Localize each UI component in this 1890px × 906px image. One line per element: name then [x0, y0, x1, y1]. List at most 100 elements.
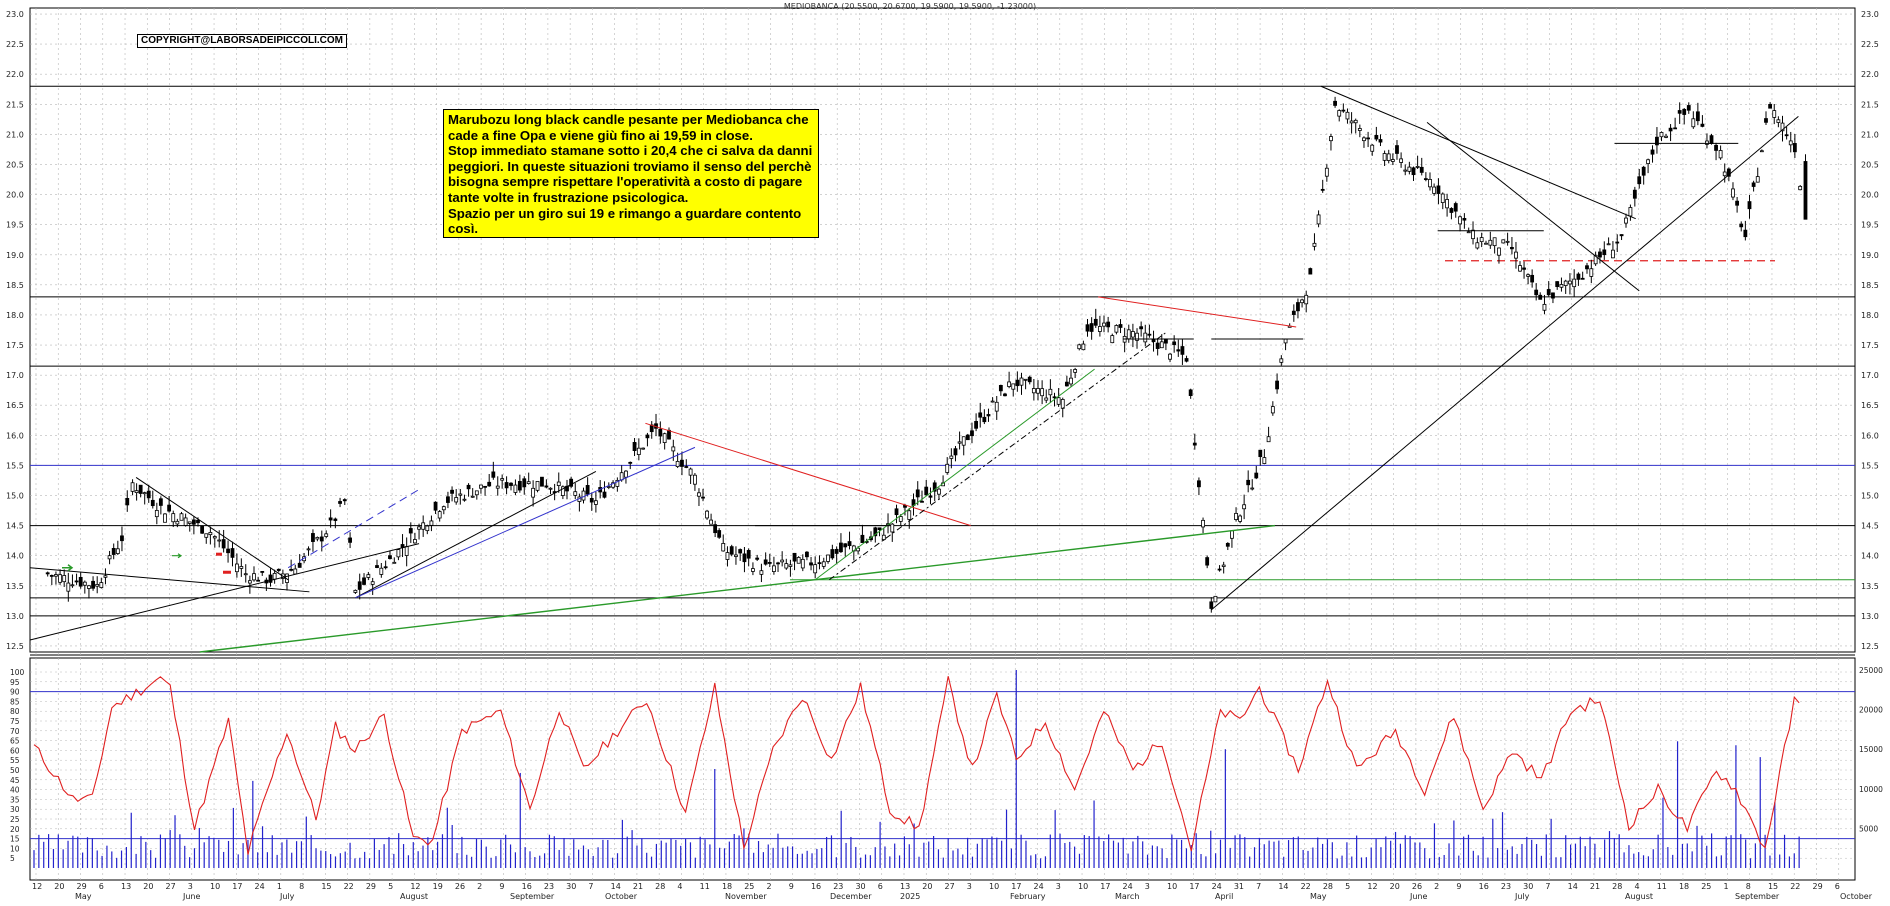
- candle-body: [1126, 329, 1131, 340]
- candle-body: [1542, 303, 1547, 311]
- x-tick-day-label: 2: [477, 882, 482, 891]
- x-tick-month-label: April: [1215, 892, 1233, 901]
- candle-body: [446, 496, 450, 503]
- candle-body: [693, 474, 697, 485]
- candle-body: [953, 448, 958, 456]
- candle-body: [881, 534, 886, 540]
- x-tick-day-label: 31: [1234, 882, 1244, 891]
- x-tick-day-label: 16: [522, 882, 532, 891]
- candle-body: [256, 579, 261, 582]
- osc-y-tick-label: 100: [10, 668, 25, 677]
- candle-body: [713, 524, 718, 534]
- candle-body: [1007, 381, 1012, 387]
- candle-body: [721, 543, 726, 552]
- trendline-black: [29, 543, 420, 641]
- candle-body: [1333, 100, 1337, 106]
- candle-body: [1530, 274, 1535, 283]
- x-tick-day-label: 8: [299, 882, 304, 891]
- x-tick-month-label: June: [1409, 892, 1428, 901]
- candle-body: [856, 547, 861, 552]
- candle-body: [796, 557, 801, 564]
- candle-body: [466, 484, 471, 490]
- trendline-blue: [355, 446, 696, 599]
- candle-body: [1445, 199, 1449, 209]
- candle-body: [937, 488, 941, 495]
- candle-body: [701, 496, 705, 499]
- trendline-green: [814, 368, 1095, 581]
- osc-y-tick-label: 35: [10, 795, 20, 804]
- candle-body: [74, 580, 79, 583]
- candle-body: [1637, 176, 1642, 185]
- x-tick-day-label: 29: [366, 882, 376, 891]
- x-tick-day-label: 10: [1078, 882, 1088, 891]
- candle-body: [1551, 292, 1555, 299]
- x-tick-day-label: 6: [878, 882, 883, 891]
- candle-body: [535, 481, 540, 491]
- y-tick-label-left: 12.5: [6, 642, 24, 651]
- candle-body: [1390, 159, 1395, 162]
- y-tick-label-right: 19.5: [1861, 221, 1879, 230]
- candle-body: [697, 492, 701, 497]
- x-tick-day-label: 16: [1479, 882, 1489, 891]
- x-tick-day-label: 29: [77, 882, 87, 891]
- x-tick-day-label: 24: [255, 882, 265, 891]
- candle-body: [429, 520, 434, 526]
- y-tick-label-left: 20.5: [6, 160, 24, 169]
- candle-body: [1709, 135, 1714, 144]
- candle-body: [348, 537, 352, 543]
- candle-body: [247, 580, 252, 584]
- x-tick-day-label: 1: [277, 882, 282, 891]
- x-tick-day-label: 19: [433, 882, 443, 891]
- candle-body: [817, 562, 822, 565]
- candle-body: [413, 539, 417, 544]
- candle-body: [680, 459, 684, 467]
- candle-body: [1320, 188, 1325, 191]
- y-tick-label-right: 20.0: [1861, 191, 1879, 200]
- candle-body: [945, 463, 950, 473]
- candle-body: [221, 539, 226, 549]
- candle-body: [1589, 268, 1594, 277]
- candle-body: [1714, 144, 1718, 151]
- x-tick-day-label: 12: [1367, 882, 1377, 891]
- candle-body: [1102, 322, 1106, 327]
- candle-body: [191, 519, 196, 525]
- candle-body: [894, 508, 899, 516]
- candle-body: [1275, 380, 1279, 390]
- candle-body: [1270, 406, 1275, 414]
- x-tick-month-label: October: [1840, 892, 1873, 901]
- candle-body: [504, 482, 509, 489]
- candle-body: [1602, 249, 1607, 256]
- x-tick-month-label: September: [510, 892, 555, 901]
- candle-body: [526, 481, 531, 484]
- candle-body: [593, 500, 598, 505]
- candle-body: [1432, 186, 1437, 194]
- volume-y-tick-label: 20000: [1859, 706, 1883, 715]
- x-tick-day-label: 16: [811, 882, 821, 891]
- candle-body: [1234, 512, 1238, 520]
- analysis-note: Marubozu long black candle pesante per M…: [443, 109, 819, 238]
- candle-body: [1089, 323, 1094, 332]
- candle-body: [776, 562, 780, 565]
- green-arrow-icon: [172, 553, 183, 559]
- candle-body: [150, 499, 155, 507]
- candle-body: [383, 566, 388, 569]
- candle-body: [619, 472, 624, 481]
- candle-body: [1258, 449, 1263, 458]
- candle-body: [1505, 240, 1510, 243]
- candle-body: [1283, 338, 1288, 344]
- osc-y-tick-label: 90: [10, 688, 20, 697]
- y-tick-label-left: 18.5: [6, 281, 24, 290]
- candle-body: [982, 416, 987, 423]
- osc-y-tick-label: 5: [10, 854, 15, 863]
- candle-body: [417, 526, 421, 530]
- candle-body: [1576, 273, 1581, 280]
- candle-body: [66, 582, 71, 592]
- y-tick-label-right: 14.0: [1861, 552, 1879, 561]
- osc-y-tick-label: 65: [10, 737, 20, 746]
- x-tick-day-label: 10: [1167, 882, 1177, 891]
- candle-body: [130, 482, 135, 492]
- x-tick-day-label: 7: [1256, 882, 1261, 891]
- candle-body: [392, 561, 397, 564]
- candle-body: [907, 510, 912, 520]
- x-tick-day-label: 27: [166, 882, 176, 891]
